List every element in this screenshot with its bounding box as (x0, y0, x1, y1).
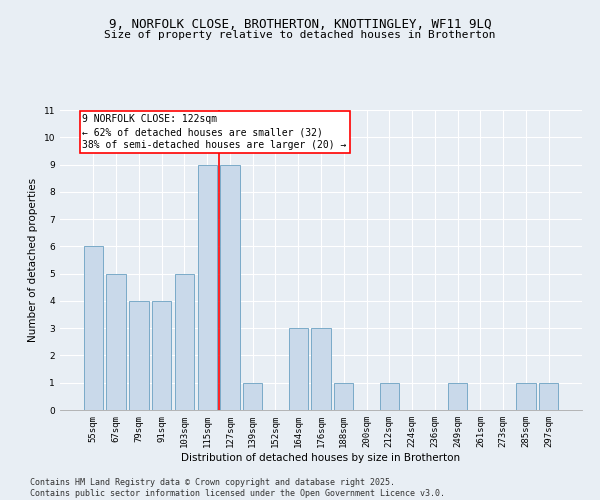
Bar (84, 246, 103, 410)
Bar (516, 382, 536, 410)
Bar (334, 382, 353, 410)
Y-axis label: Number of detached properties: Number of detached properties (28, 178, 38, 342)
Bar (129, 301, 149, 410)
Bar (243, 382, 262, 410)
Bar (152, 301, 172, 410)
Text: 9, NORFOLK CLOSE, BROTHERTON, KNOTTINGLEY, WF11 9LQ: 9, NORFOLK CLOSE, BROTHERTON, KNOTTINGLE… (109, 18, 491, 30)
Bar (197, 164, 217, 410)
Bar (289, 328, 308, 410)
Text: 9 NORFOLK CLOSE: 122sqm
← 62% of detached houses are smaller (32)
38% of semi-de: 9 NORFOLK CLOSE: 122sqm ← 62% of detache… (82, 114, 347, 150)
Text: Size of property relative to detached houses in Brotherton: Size of property relative to detached ho… (104, 30, 496, 40)
Bar (175, 274, 194, 410)
Bar (539, 382, 558, 410)
Bar (380, 382, 399, 410)
Bar (448, 382, 467, 410)
Bar (106, 274, 126, 410)
Bar (311, 328, 331, 410)
Text: Contains HM Land Registry data © Crown copyright and database right 2025.
Contai: Contains HM Land Registry data © Crown c… (30, 478, 445, 498)
X-axis label: Distribution of detached houses by size in Brotherton: Distribution of detached houses by size … (181, 452, 461, 462)
Bar (220, 164, 239, 410)
